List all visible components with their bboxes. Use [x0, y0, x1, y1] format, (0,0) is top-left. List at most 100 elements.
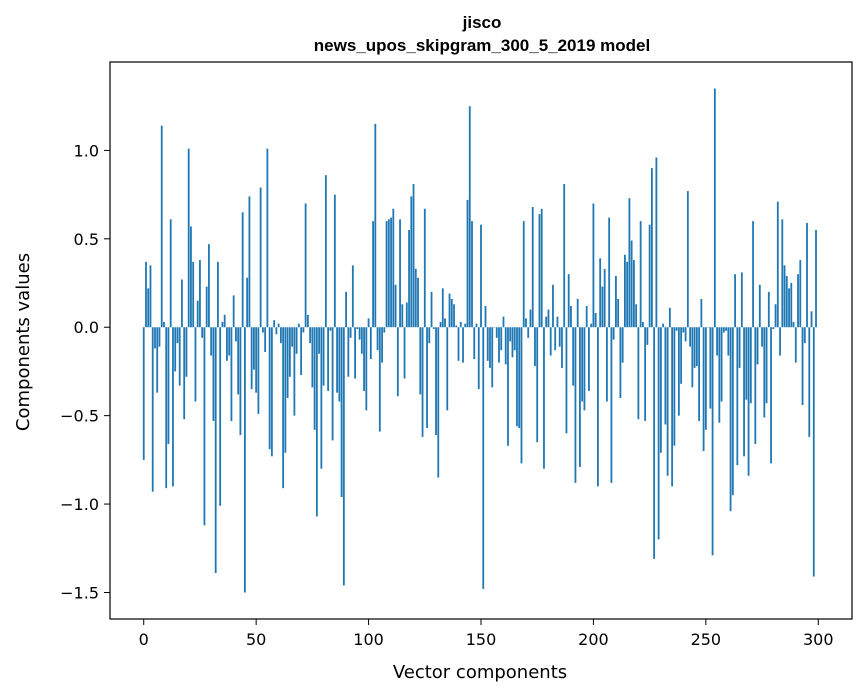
bar [739, 327, 741, 368]
bar [379, 327, 381, 431]
bar [210, 327, 212, 355]
bar [179, 327, 181, 385]
bar [730, 327, 732, 511]
bar [725, 327, 727, 331]
bar [316, 327, 318, 516]
bar [644, 327, 646, 421]
bar [291, 327, 293, 346]
bar [431, 292, 433, 327]
bar [611, 327, 613, 483]
bar [712, 327, 714, 555]
bar [253, 327, 255, 369]
bar [566, 327, 568, 433]
bar [192, 262, 194, 327]
bar [655, 157, 657, 327]
bar [518, 327, 520, 428]
y-tick-label: −1.5 [60, 583, 99, 602]
bar [352, 265, 354, 327]
bar [523, 221, 525, 327]
bar [779, 327, 781, 355]
bar [302, 327, 304, 332]
y-ticks: −1.5−1.0−0.50.00.51.0 [60, 141, 110, 602]
bar [249, 196, 251, 327]
bar [413, 184, 415, 327]
bar [347, 327, 349, 377]
bar [183, 327, 185, 419]
bar [150, 265, 152, 327]
bar [215, 327, 217, 573]
bar [296, 327, 298, 354]
bar [624, 255, 626, 327]
bar [455, 325, 457, 327]
bar [327, 327, 329, 391]
bar [444, 318, 446, 327]
bar [496, 327, 498, 338]
bar [161, 126, 163, 328]
bar [599, 258, 601, 327]
bar [156, 327, 158, 392]
bar [799, 260, 801, 327]
bar [691, 327, 693, 387]
bar [280, 327, 282, 343]
bar [217, 262, 219, 327]
bar [471, 221, 473, 327]
bar [714, 89, 716, 328]
bar [685, 327, 687, 341]
bar [689, 327, 691, 346]
bar [588, 327, 590, 391]
bar [172, 327, 174, 486]
bar [222, 322, 224, 327]
bar [368, 318, 370, 327]
bar [325, 175, 327, 327]
chart-title-line2: news_upos_skipgram_300_5_2019 model [314, 36, 650, 55]
bar [680, 327, 682, 384]
bar [705, 327, 707, 430]
bar [503, 317, 505, 328]
bar [152, 327, 154, 491]
bar [651, 168, 653, 327]
bar [428, 327, 430, 343]
bar [548, 310, 550, 328]
bar [629, 198, 631, 327]
chart-title-line1: jisco [462, 13, 502, 32]
bar [536, 327, 538, 442]
bar [557, 317, 559, 328]
bar [174, 327, 176, 371]
bar [514, 327, 516, 350]
bar [678, 327, 680, 415]
y-axis-label: Components values [13, 253, 34, 431]
bar [602, 287, 604, 328]
bar [401, 304, 403, 327]
bar [539, 214, 541, 327]
bar [186, 327, 188, 377]
bar [584, 327, 586, 410]
bar [581, 327, 583, 401]
bar [640, 221, 642, 327]
bar [336, 327, 338, 392]
bar [561, 327, 563, 368]
bar [462, 327, 464, 362]
bar [608, 218, 610, 328]
bar [489, 327, 491, 368]
bar [617, 299, 619, 327]
bar [480, 225, 482, 328]
bar [390, 218, 392, 328]
bar [498, 327, 500, 362]
bar [365, 327, 367, 410]
bar [604, 269, 606, 327]
bar [395, 285, 397, 327]
bar [473, 327, 475, 359]
bar [734, 274, 736, 327]
bar [453, 304, 455, 327]
bar [449, 294, 451, 328]
bar [260, 188, 262, 328]
bar [305, 203, 307, 327]
bar [658, 327, 660, 539]
bar [709, 327, 711, 408]
bar [361, 327, 363, 354]
bar [298, 324, 300, 328]
bar [763, 327, 765, 417]
bar [637, 327, 639, 419]
bar [213, 327, 215, 421]
